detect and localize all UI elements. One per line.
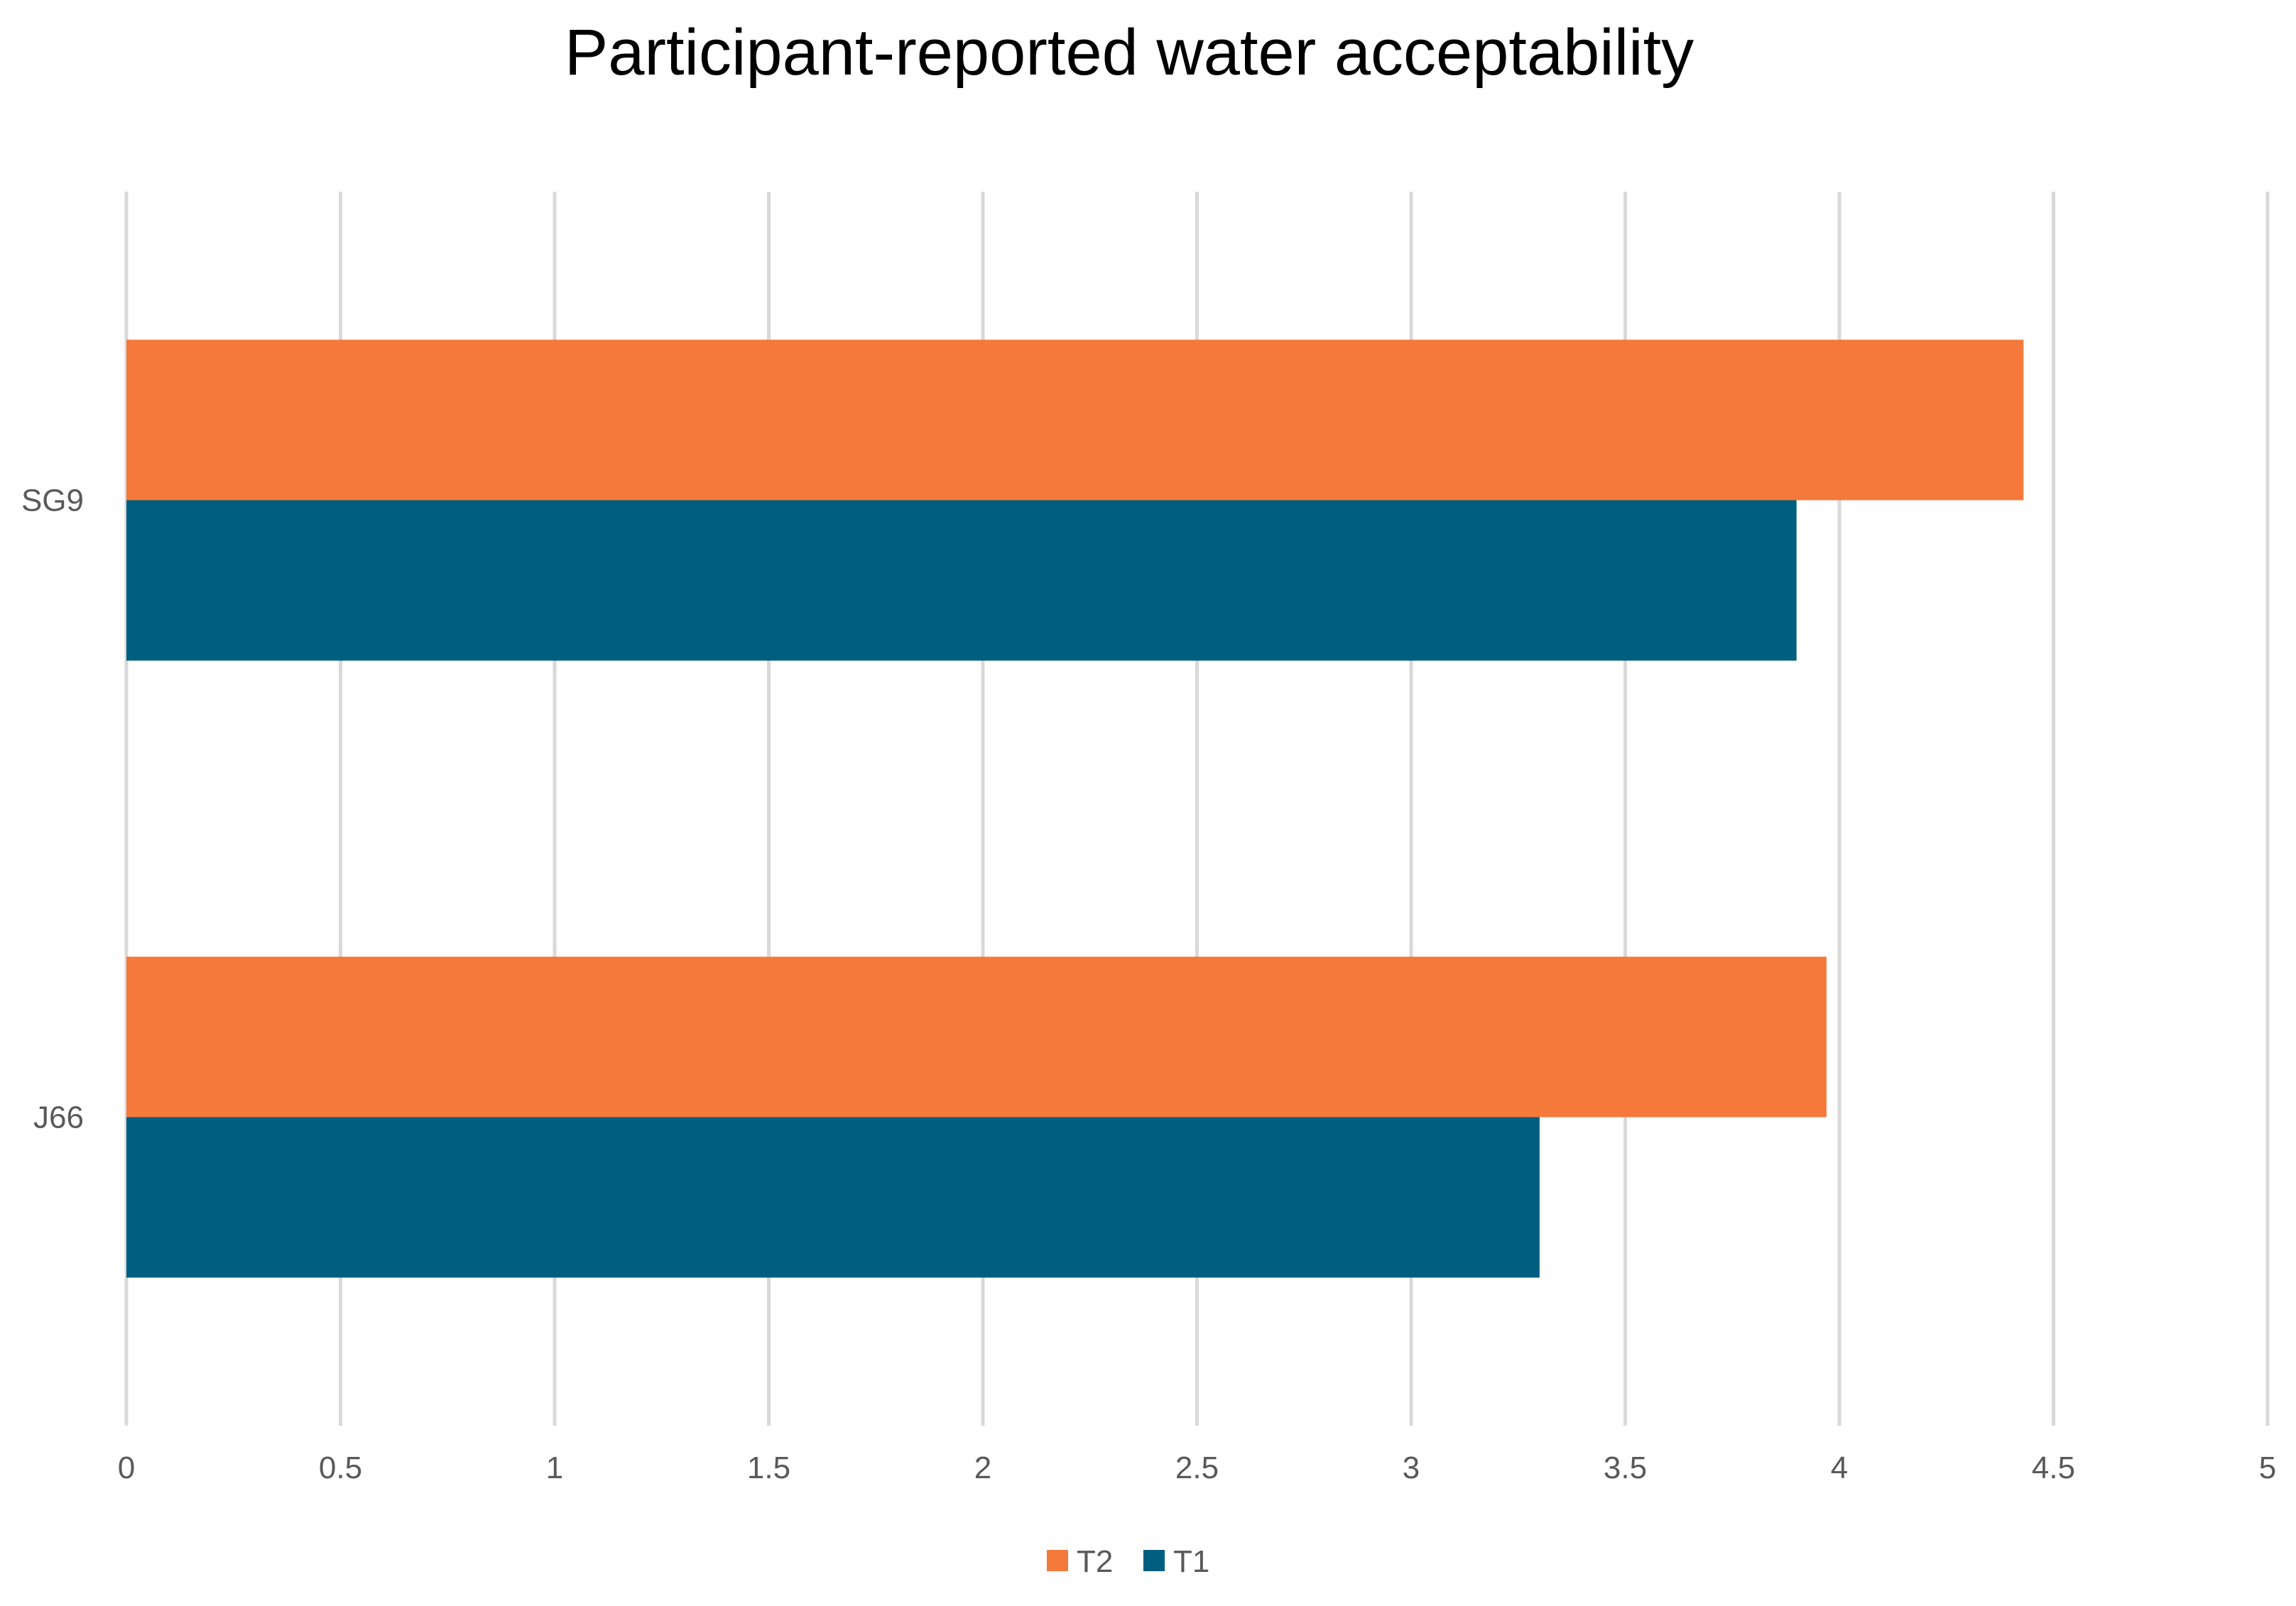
bars — [126, 339, 2024, 1278]
x-tick-label-7: 3.5 — [1604, 1451, 1647, 1485]
chart-title: Participant-reported water acceptability — [565, 16, 1694, 89]
x-tick-label-2: 1 — [546, 1451, 563, 1485]
legend-swatch-t2 — [1047, 1550, 1068, 1571]
x-tick-label-3: 1.5 — [747, 1451, 790, 1485]
legend-label-t1: T1 — [1173, 1544, 1209, 1579]
legend: T2 T1 — [1047, 1544, 1209, 1579]
x-tick-label-4: 2 — [974, 1451, 991, 1485]
x-tick-label-0: 0 — [118, 1451, 135, 1485]
x-axis-ticks: 0 0.5 1 1.5 2 2.5 3 3.5 4 4.5 5 — [118, 1451, 2276, 1485]
x-tick-label-10: 5 — [2259, 1451, 2276, 1485]
y-category-label-0: SG9 — [21, 484, 84, 518]
legend-label-t2: T2 — [1077, 1544, 1113, 1579]
x-tick-label-8: 4 — [1831, 1451, 1848, 1485]
bar-j66-t2 — [126, 956, 1827, 1118]
bar-sg9-t1 — [126, 500, 1797, 661]
x-tick-label-1: 0.5 — [319, 1451, 362, 1485]
x-tick-label-5: 2.5 — [1175, 1451, 1219, 1485]
y-category-label-1: J66 — [33, 1100, 84, 1135]
x-tick-label-6: 3 — [1403, 1451, 1420, 1485]
x-tick-label-9: 4.5 — [2032, 1451, 2075, 1485]
y-axis-categories: SG9 J66 — [21, 484, 84, 1135]
legend-swatch-t1 — [1143, 1550, 1165, 1571]
bar-j66-t1 — [126, 1117, 1540, 1278]
bar-sg9-t2 — [126, 339, 2024, 501]
